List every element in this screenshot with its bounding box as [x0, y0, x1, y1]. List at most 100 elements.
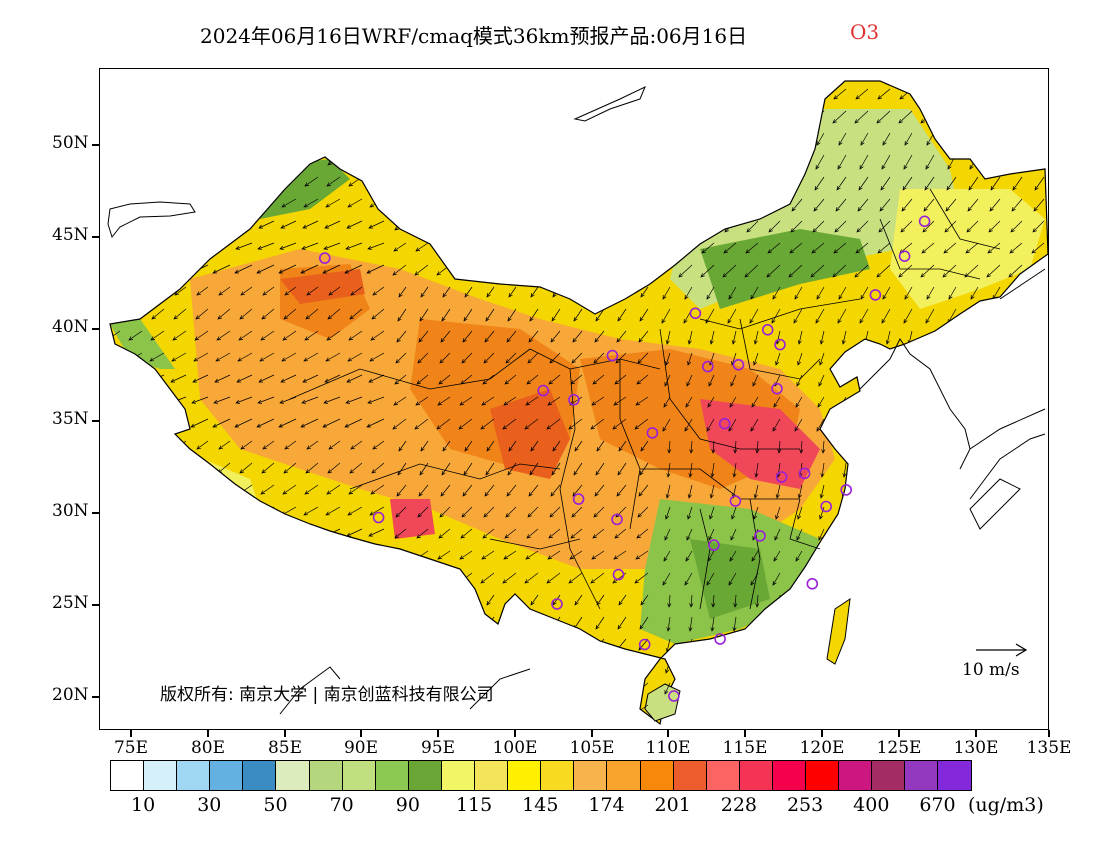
colorbar-label: 10	[131, 794, 156, 816]
wind-arrow	[862, 528, 869, 541]
wind-arrow	[345, 396, 363, 404]
colorbar	[110, 760, 973, 791]
wind-arrow	[1041, 594, 1046, 608]
wind-arrow	[149, 506, 165, 516]
lon-tick	[591, 730, 593, 737]
wind-arrow	[414, 418, 429, 430]
wind-arrow	[530, 132, 539, 144]
wind-arrow	[636, 374, 649, 385]
wind-arrow	[505, 198, 517, 210]
wind-arrow	[744, 264, 759, 278]
wind-arrow	[989, 198, 1001, 212]
wind-arrow	[862, 374, 869, 387]
wind-arrow	[551, 154, 561, 168]
wind-arrow	[348, 638, 363, 649]
wind-arrow	[284, 286, 297, 296]
wind-arrow	[420, 286, 429, 298]
wind-arrow	[986, 264, 1001, 278]
wind-arrow	[635, 396, 649, 406]
wind-arrow	[813, 198, 825, 212]
wind-arrow	[440, 484, 451, 497]
wind-arrow	[344, 418, 363, 428]
wind-arrow	[194, 176, 209, 187]
wind-arrow	[215, 352, 231, 362]
wind-arrow	[818, 528, 825, 541]
wind-arrow	[838, 572, 847, 586]
wind-arrow	[595, 308, 605, 322]
wind-arrow	[395, 352, 407, 364]
wind-arrow	[687, 352, 693, 366]
wind-arrow	[130, 594, 143, 604]
wind-arrow	[593, 660, 605, 672]
wind-arrow	[507, 462, 517, 476]
wind-arrow	[110, 638, 121, 649]
wind-arrow	[971, 704, 979, 716]
wind-arrow	[819, 352, 825, 366]
wind-arrow	[789, 88, 803, 100]
wind-arrow	[436, 418, 451, 430]
wind-arrow	[862, 682, 869, 695]
wind-arrow	[795, 550, 803, 562]
lon-tick	[1048, 730, 1050, 737]
wind-arrow	[283, 616, 297, 628]
wind-arrow	[700, 110, 715, 124]
colorbar-cell	[144, 761, 178, 790]
wind-arrow	[618, 132, 627, 144]
wind-arrow	[395, 198, 407, 210]
station-marker	[668, 690, 680, 702]
wind-arrow	[965, 242, 979, 254]
wind-arrow	[615, 660, 627, 672]
wind-arrow	[590, 418, 605, 430]
wind-arrow	[215, 506, 231, 516]
wind-arrow	[305, 462, 319, 474]
wind-arrow	[416, 374, 429, 385]
wind-arrow	[110, 110, 121, 120]
wind-arrow	[618, 594, 627, 606]
wind-arrow	[865, 594, 870, 608]
wind-arrow	[953, 440, 958, 454]
wind-arrow	[503, 550, 517, 560]
wind-arrow	[506, 638, 517, 651]
wind-arrow	[260, 638, 275, 649]
wind-arrow	[843, 440, 848, 454]
wind-arrow	[753, 660, 759, 674]
lat-tick	[92, 512, 99, 514]
hainan-island	[644, 683, 681, 722]
wind-arrow	[418, 484, 429, 497]
wind-arrow	[907, 506, 913, 520]
wind-arrow	[949, 704, 957, 716]
wind-arrow	[861, 704, 869, 716]
wind-arrow	[551, 308, 561, 322]
wind-arrow	[110, 88, 121, 96]
wind-arrow	[240, 132, 253, 142]
wind-arrow	[128, 330, 143, 341]
wind-arrow	[925, 308, 935, 324]
wind-arrow	[613, 88, 627, 98]
wind-arrow	[168, 418, 187, 428]
wind-arrow	[751, 396, 759, 408]
wind-arrow	[591, 704, 605, 714]
wind-arrow	[462, 638, 473, 651]
colorbar-label: 400	[853, 794, 890, 816]
wind-arrow	[570, 220, 583, 231]
wind-arrow	[463, 462, 473, 476]
wind-arrow	[323, 242, 341, 250]
wind-arrow	[572, 330, 583, 343]
wind-arrow	[110, 594, 121, 604]
wind-arrow	[396, 176, 407, 189]
wind-arrow	[731, 660, 737, 674]
wind-arrow	[775, 638, 781, 653]
colorbar-cell	[839, 761, 873, 790]
wind-arrow	[789, 242, 803, 254]
wind-arrow	[322, 418, 341, 428]
wind-arrow	[459, 88, 473, 98]
lon-tick	[360, 730, 362, 737]
colorbar-label: 670	[919, 794, 956, 816]
wind-arrow	[148, 528, 165, 537]
wind-arrow	[284, 440, 297, 450]
wind-arrow	[126, 682, 143, 691]
lat-label: 40N	[52, 317, 89, 337]
wind-arrow	[168, 110, 187, 120]
wind-arrow	[464, 440, 473, 452]
wind-arrow	[110, 550, 121, 558]
